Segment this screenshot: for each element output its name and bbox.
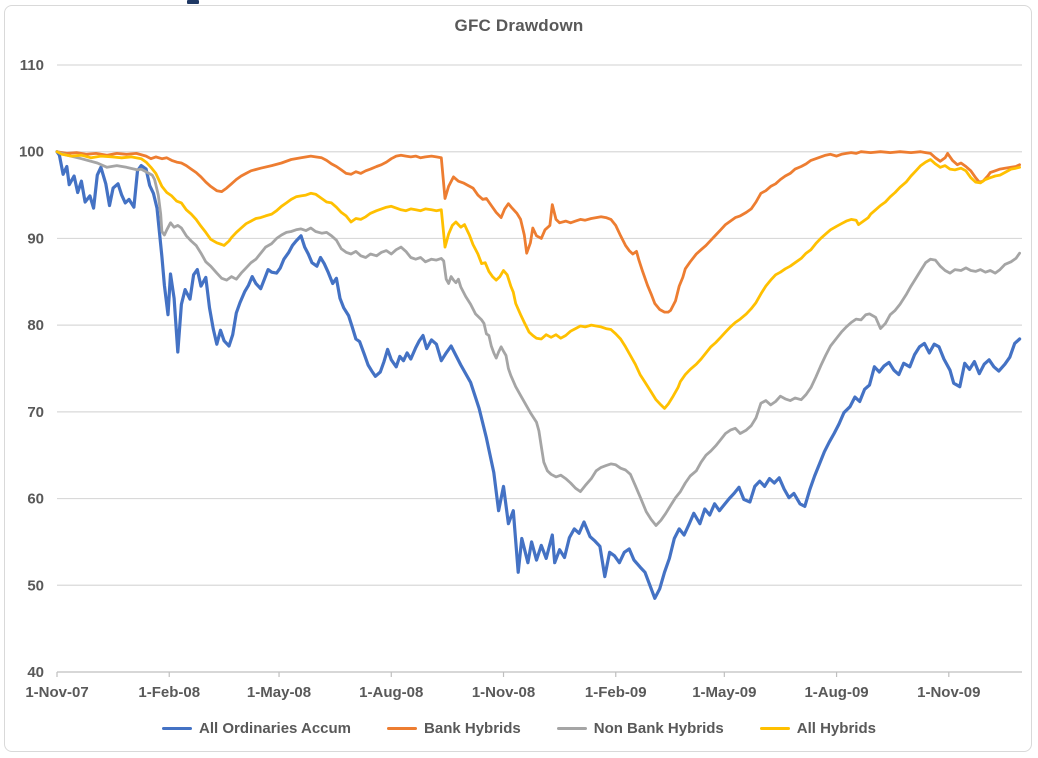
legend-marker-all-ordinaries-accum [162,726,193,731]
y-axis-label-90: 90 [27,230,44,247]
legend-label-non-bank-hybrids: Non Bank Hybrids [593,720,724,737]
legend-label-all-ordinaries-accum: All Ordinaries Accum [199,720,352,737]
legend-item-non-bank-hybrids: Non Bank Hybrids [556,720,724,737]
y-axis-label-40: 40 [27,664,44,681]
legend-marker-non-bank-hybrids [556,726,587,731]
x-axis-label-6: 1-May-09 [692,684,756,701]
y-axis-label-50: 50 [27,577,44,594]
series-line-all-hybrids [55,150,1021,410]
x-axis-label-0: 1-Nov-07 [25,684,88,701]
legend-item-all-hybrids: All Hybrids [759,720,876,737]
x-axis-label-4: 1-Nov-08 [472,684,535,701]
y-axis-label-100: 100 [19,144,44,161]
cropped-text-fragment [187,0,199,4]
chart-frame [4,5,1032,752]
x-axis-label-5: 1-Feb-09 [585,684,647,701]
legend-marker-all-hybrids [759,726,790,731]
y-axis-label-80: 80 [27,317,44,334]
legend-label-all-hybrids: All Hybrids [796,720,876,737]
series-line-all-ordinaries-accum [55,150,1022,600]
x-axis-label-8: 1-Nov-09 [917,684,980,701]
legend: All Ordinaries Accum Bank Hybrids Non Bank… [0,720,1038,737]
chart-title: GFC Drawdown [454,16,584,35]
y-axis-label-110: 110 [20,57,44,74]
legend-item-bank-hybrids: Bank Hybrids [387,720,521,737]
x-axis-label-3: 1-Aug-08 [359,684,423,701]
x-axis-label-2: 1-May-08 [247,684,311,701]
series-line-non-bank-hybrids [55,150,1021,527]
x-axis-label-7: 1-Aug-09 [804,684,868,701]
series-line-bank-hybrids [55,150,1021,314]
legend-marker-bank-hybrids [387,726,418,731]
legend-label-bank-hybrids: Bank Hybrids [424,720,521,737]
y-axis-label-70: 70 [27,404,44,421]
x-axis-label-1: 1-Feb-08 [138,684,200,701]
legend-item-all-ordinaries-accum: All Ordinaries Accum [162,720,351,737]
y-axis-label-60: 60 [27,491,44,508]
